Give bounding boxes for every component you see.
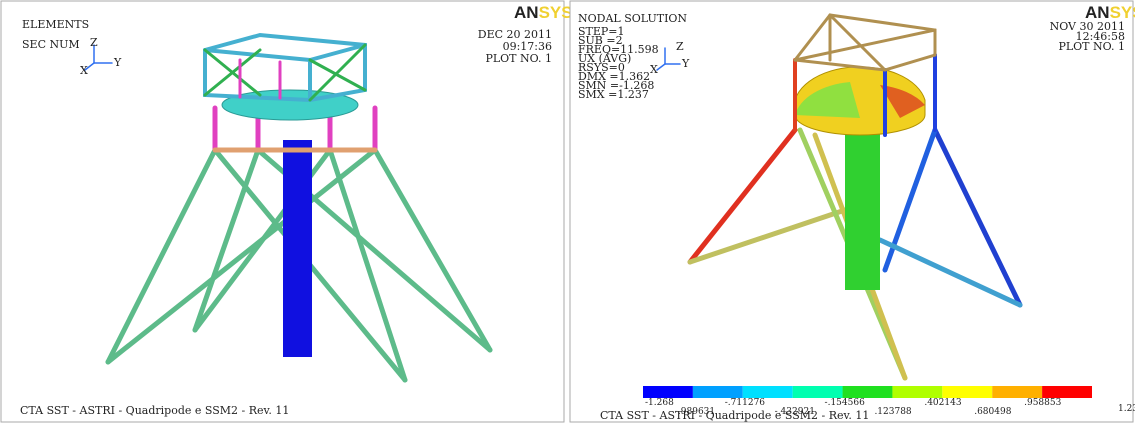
axis-label: Y xyxy=(113,56,122,69)
info-line: STEP=1 xyxy=(578,25,625,38)
colorbar-swatch xyxy=(892,386,943,398)
colorbar-swatch xyxy=(942,386,993,398)
info-line: SMN =-1.268 xyxy=(578,79,654,92)
colorbar-label: -.989631 xyxy=(675,407,715,417)
info-line: DMX =1.362 xyxy=(578,70,650,83)
axis-label: Y xyxy=(681,57,690,70)
logo: ANSYS xyxy=(1085,3,1135,22)
plot-number: PLOT NO. 1 xyxy=(1058,40,1125,53)
logo-accent: SYS xyxy=(539,3,573,22)
logo-accent: SYS xyxy=(1110,3,1135,22)
logo: ANSYS xyxy=(514,3,573,22)
info-line: SUB =2 xyxy=(578,34,623,47)
colorbar-swatch xyxy=(842,386,893,398)
colorbar-swatch xyxy=(692,386,743,398)
axis-label: X xyxy=(650,63,658,76)
plot-title: ELEMENTS xyxy=(22,18,89,31)
time: 12:46:58 xyxy=(1076,30,1125,43)
colorbar-label: -.154566 xyxy=(825,398,866,408)
colorbar-label: -1.268 xyxy=(645,398,674,408)
right-model xyxy=(656,13,1023,381)
info-line: UX (AVG) xyxy=(578,52,631,65)
axis-label: Z xyxy=(676,40,684,53)
colorbar-label: .680498 xyxy=(974,407,1011,417)
colorbar-label: .402143 xyxy=(924,398,961,408)
info-line: FREQ=11.598 xyxy=(578,43,659,56)
colorbar-label: -.711276 xyxy=(725,398,766,408)
date: DEC 20 2011 xyxy=(478,28,552,41)
plot-number: PLOT NO. 1 xyxy=(485,52,552,65)
colorbar-swatch xyxy=(992,386,1043,398)
colorbar-label: .958853 xyxy=(1024,398,1061,408)
logo-main: AN xyxy=(514,3,539,22)
colorbar: -1.268-.989631 -.711276 -.432921 -.154566 .1… xyxy=(643,386,1135,417)
info-line: SMX =1.237 xyxy=(578,88,649,101)
caption: CTA SST - ASTRI - Quadripode e SSM2 - Re… xyxy=(20,404,289,417)
time: 09:17:36 xyxy=(503,40,552,53)
info-line: RSYS=0 xyxy=(578,61,625,74)
date: NOV 30 2011 xyxy=(1050,20,1125,33)
colorbar-swatch xyxy=(742,386,793,398)
colorbar-label: .123788 xyxy=(874,407,911,417)
plot-subtitle: SEC NUM xyxy=(22,38,80,51)
logo-main: AN xyxy=(1085,3,1110,22)
left-model xyxy=(84,32,493,383)
axis-label: X xyxy=(80,64,88,77)
colorbar-label: 1.237 xyxy=(1118,404,1135,414)
caption: CTA SST - ASTRI - Quadripode e SSM2 - Re… xyxy=(600,409,869,422)
colorbar-swatch xyxy=(1042,386,1092,398)
plot-title: NODAL SOLUTION xyxy=(578,12,687,25)
colorbar-label: -.432921 xyxy=(775,407,815,417)
colorbar-swatch xyxy=(643,386,693,398)
axis-label: Z xyxy=(90,36,98,49)
colorbar-swatch xyxy=(792,386,843,398)
